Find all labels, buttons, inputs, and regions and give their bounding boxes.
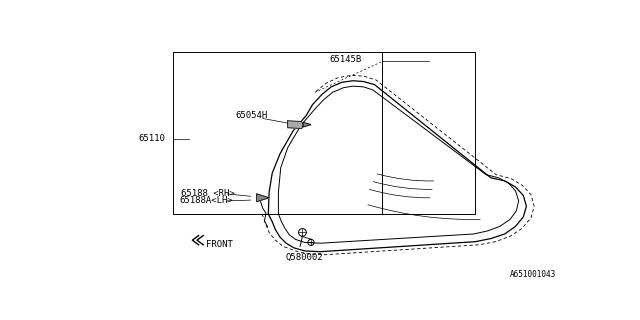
Text: Q580002: Q580002 (286, 252, 324, 261)
Text: 65145B: 65145B (330, 55, 362, 64)
Text: 65188 <RH>: 65188 <RH> (180, 189, 234, 198)
Text: 65110: 65110 (138, 134, 165, 143)
Text: A651001043: A651001043 (510, 270, 556, 279)
Polygon shape (257, 194, 269, 202)
Text: 65054H: 65054H (235, 111, 268, 120)
Bar (173, 52, 476, 214)
Text: FRONT: FRONT (205, 240, 232, 249)
Polygon shape (288, 121, 303, 129)
Text: 65188A<LH>: 65188A<LH> (179, 196, 233, 205)
Polygon shape (303, 122, 311, 127)
